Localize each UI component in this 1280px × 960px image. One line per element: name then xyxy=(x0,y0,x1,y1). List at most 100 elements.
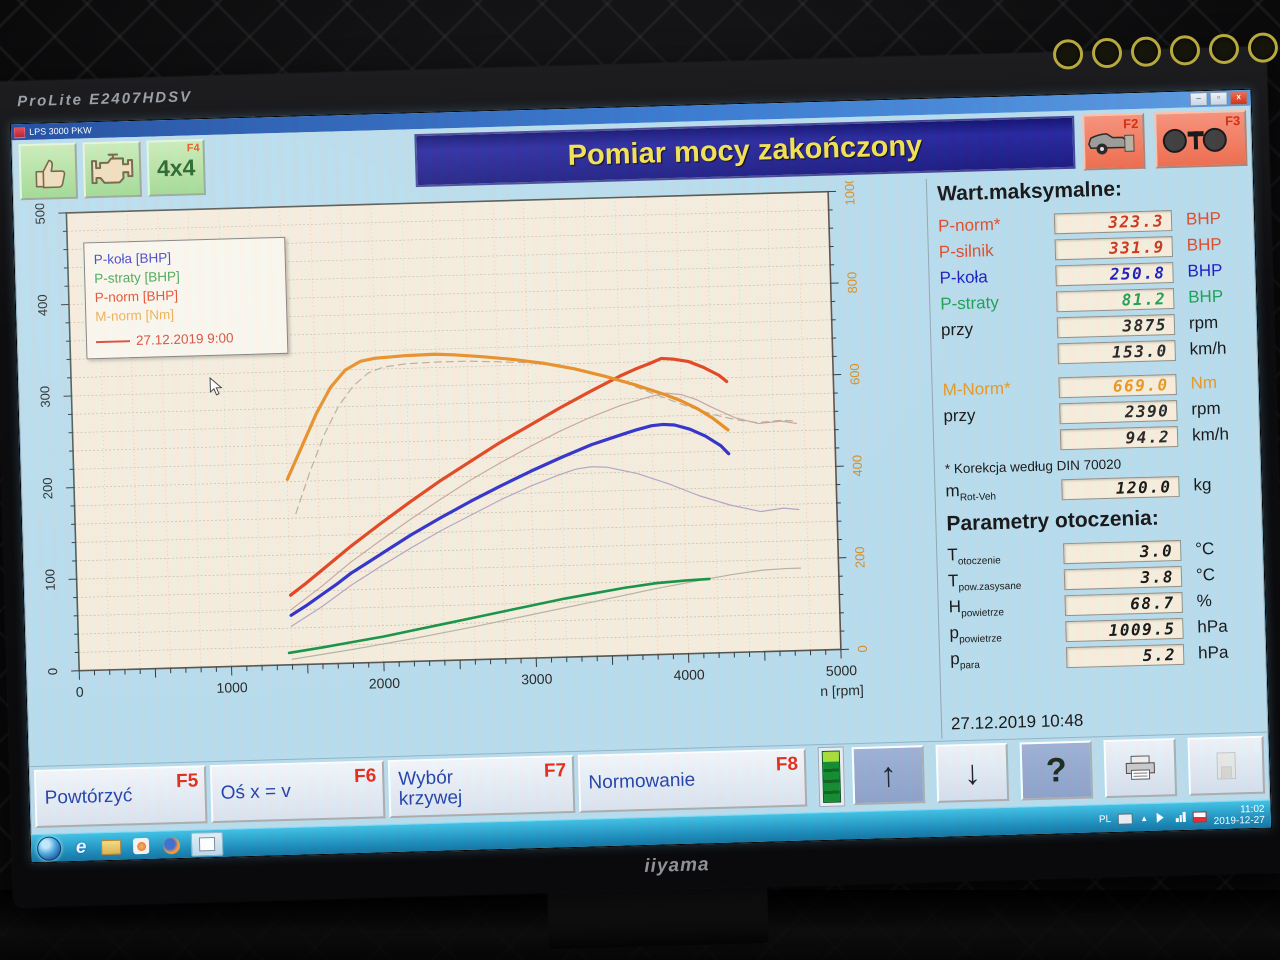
mouse-cursor xyxy=(209,376,223,396)
value-display: 323.3 xyxy=(1053,209,1173,234)
action-center-flag-icon[interactable] xyxy=(1192,810,1207,823)
value-display: 669.0 xyxy=(1058,373,1177,398)
svg-text:500: 500 xyxy=(32,203,48,225)
svg-text:800: 800 xyxy=(844,272,860,294)
value-display: 153.0 xyxy=(1057,339,1176,364)
lps-taskbar-button[interactable] xyxy=(190,831,224,857)
value-display: 331.9 xyxy=(1054,235,1174,260)
normalization-button[interactable]: Normowanie F8 xyxy=(577,748,808,813)
value-display: 68.7 xyxy=(1064,591,1183,616)
scroll-down-button[interactable]: ↓ xyxy=(935,742,1010,803)
value-display: 5.2 xyxy=(1065,643,1185,668)
clock[interactable]: 11:02 2019-12-27 xyxy=(1213,803,1265,828)
monitor-brand-logo: iiyama xyxy=(644,854,710,878)
env-params-title: Parametry otoczenia: xyxy=(946,506,1160,536)
engine-icon xyxy=(90,153,134,185)
folder-icon[interactable] xyxy=(100,837,122,858)
svg-text:300: 300 xyxy=(37,386,53,408)
max-values-panel: Wart.maksymalne: P-norm* 323.3 BHP P-sil… xyxy=(925,169,1268,739)
svg-text:1000: 1000 xyxy=(216,679,248,696)
down-arrow-icon: ↓ xyxy=(963,753,982,793)
svg-text:5000: 5000 xyxy=(826,662,858,679)
value-row: mRot-Veh 120.0 kg xyxy=(945,475,1212,504)
legend-item: M-norm [Nm] xyxy=(95,306,175,325)
media-player-icon[interactable] xyxy=(131,836,152,857)
f4-key-label: F4 xyxy=(186,142,200,155)
svg-text:0: 0 xyxy=(45,668,60,676)
svg-text:n [rpm]: n [rpm] xyxy=(820,682,864,699)
svg-text:400: 400 xyxy=(849,455,865,477)
svg-text:1000: 1000 xyxy=(842,179,858,205)
svg-text:3000: 3000 xyxy=(521,671,553,688)
chart-legend: P-koła [BHP] P-straty [BHP] P-norm [BHP]… xyxy=(83,236,289,360)
value-display: 120.0 xyxy=(1061,475,1180,500)
network-icon[interactable] xyxy=(1176,811,1186,823)
f2-key-label: F2 xyxy=(1122,115,1139,132)
tray-expand-icon[interactable]: ▲ xyxy=(1140,813,1149,823)
app-icon xyxy=(13,126,26,138)
svg-text:0: 0 xyxy=(76,684,84,700)
4x4-mode-button[interactable]: F4 4x4 xyxy=(146,139,206,197)
overlay-badge-icon xyxy=(1130,36,1162,68)
status-banner: Pomiar mocy zakończony xyxy=(414,115,1076,188)
car-icon xyxy=(1088,133,1135,155)
start-button[interactable] xyxy=(36,836,62,861)
svg-text:4000: 4000 xyxy=(673,666,705,683)
dyno-chart-area: 0 1000 2000 3000 4000 5000 n [rpm] 0 100 200 300 40… xyxy=(16,176,931,764)
function-key-row: Powtórzyć F5 Oś x = v F6 Wybór krzywej F7 N… xyxy=(29,731,1272,834)
help-button[interactable]: ? xyxy=(1019,740,1094,801)
value-display: 250.8 xyxy=(1055,261,1174,286)
overlay-badge-icon xyxy=(1208,33,1240,65)
run-date: 27.12.2019 9:00 xyxy=(135,330,234,349)
svg-text:400: 400 xyxy=(35,294,51,316)
engine-button[interactable] xyxy=(82,140,142,199)
print-button[interactable] xyxy=(1103,738,1178,799)
svg-text:100: 100 xyxy=(42,569,58,591)
value-display: 2390 xyxy=(1059,399,1178,424)
up-arrow-icon: ↑ xyxy=(879,755,898,795)
minimize-button[interactable]: – xyxy=(1189,92,1208,107)
f3-key-label: F3 xyxy=(1224,113,1241,129)
scroll-up-button[interactable]: ↑ xyxy=(851,745,926,806)
thumbs-up-icon xyxy=(35,159,66,189)
svg-text:200: 200 xyxy=(852,546,868,568)
overlay-badge-icon xyxy=(1052,38,1084,70)
status-banner-text: Pomiar mocy zakończony xyxy=(567,129,923,172)
speaker-icon[interactable] xyxy=(1156,812,1170,823)
value-display: 1009.5 xyxy=(1065,617,1184,642)
repeat-button[interactable]: Powtórzyć F5 xyxy=(33,765,208,829)
svg-text:0: 0 xyxy=(855,645,870,653)
monitor: ProLite E2407HDSV LPS 3000 PKW – ▫ x xyxy=(0,46,1280,908)
monitor-stand xyxy=(547,884,769,950)
keyboard-icon[interactable] xyxy=(1117,812,1134,825)
value-display: 3875 xyxy=(1056,313,1176,338)
vehicle-on-dyno-button[interactable]: F2 xyxy=(1082,112,1146,171)
language-indicator[interactable]: PL xyxy=(1098,813,1112,825)
maximize-button[interactable]: ▫ xyxy=(1209,91,1228,106)
curve-select-button[interactable]: Wybór krzywej F7 xyxy=(387,754,576,819)
value-display: 3.0 xyxy=(1062,539,1182,564)
svg-text:200: 200 xyxy=(40,477,56,499)
overlay-badge-icon xyxy=(1169,34,1201,66)
legend-run-entry: 27.12.2019 9:00 xyxy=(95,327,278,351)
value-display: 94.2 xyxy=(1059,425,1179,450)
exit-icon xyxy=(1216,751,1237,780)
close-button[interactable]: x xyxy=(1229,90,1248,106)
x-axis-velocity-button[interactable]: Oś x = v F6 xyxy=(209,760,386,824)
max-values-title: Wart.maksymalne: xyxy=(936,177,1123,206)
svg-text:2000: 2000 xyxy=(369,675,401,692)
svg-text:600: 600 xyxy=(847,363,863,385)
internet-explorer-icon[interactable]: e xyxy=(75,836,87,858)
ok-thumbs-up-button[interactable] xyxy=(18,142,79,201)
dyno-rollers-button[interactable]: F3 xyxy=(1154,109,1248,169)
screen: LPS 3000 PKW – ▫ x xyxy=(9,88,1273,864)
measurement-datetime: 27.12.2019 10:48 xyxy=(950,710,1084,734)
exit-button[interactable] xyxy=(1187,735,1266,796)
value-display: 81.2 xyxy=(1055,287,1175,312)
printer-icon xyxy=(1125,755,1155,780)
monitor-model-label: ProLite E2407HDSV xyxy=(17,88,193,111)
firefox-icon[interactable] xyxy=(161,835,182,856)
level-indicator xyxy=(817,746,846,808)
question-mark-icon: ? xyxy=(1045,750,1068,790)
